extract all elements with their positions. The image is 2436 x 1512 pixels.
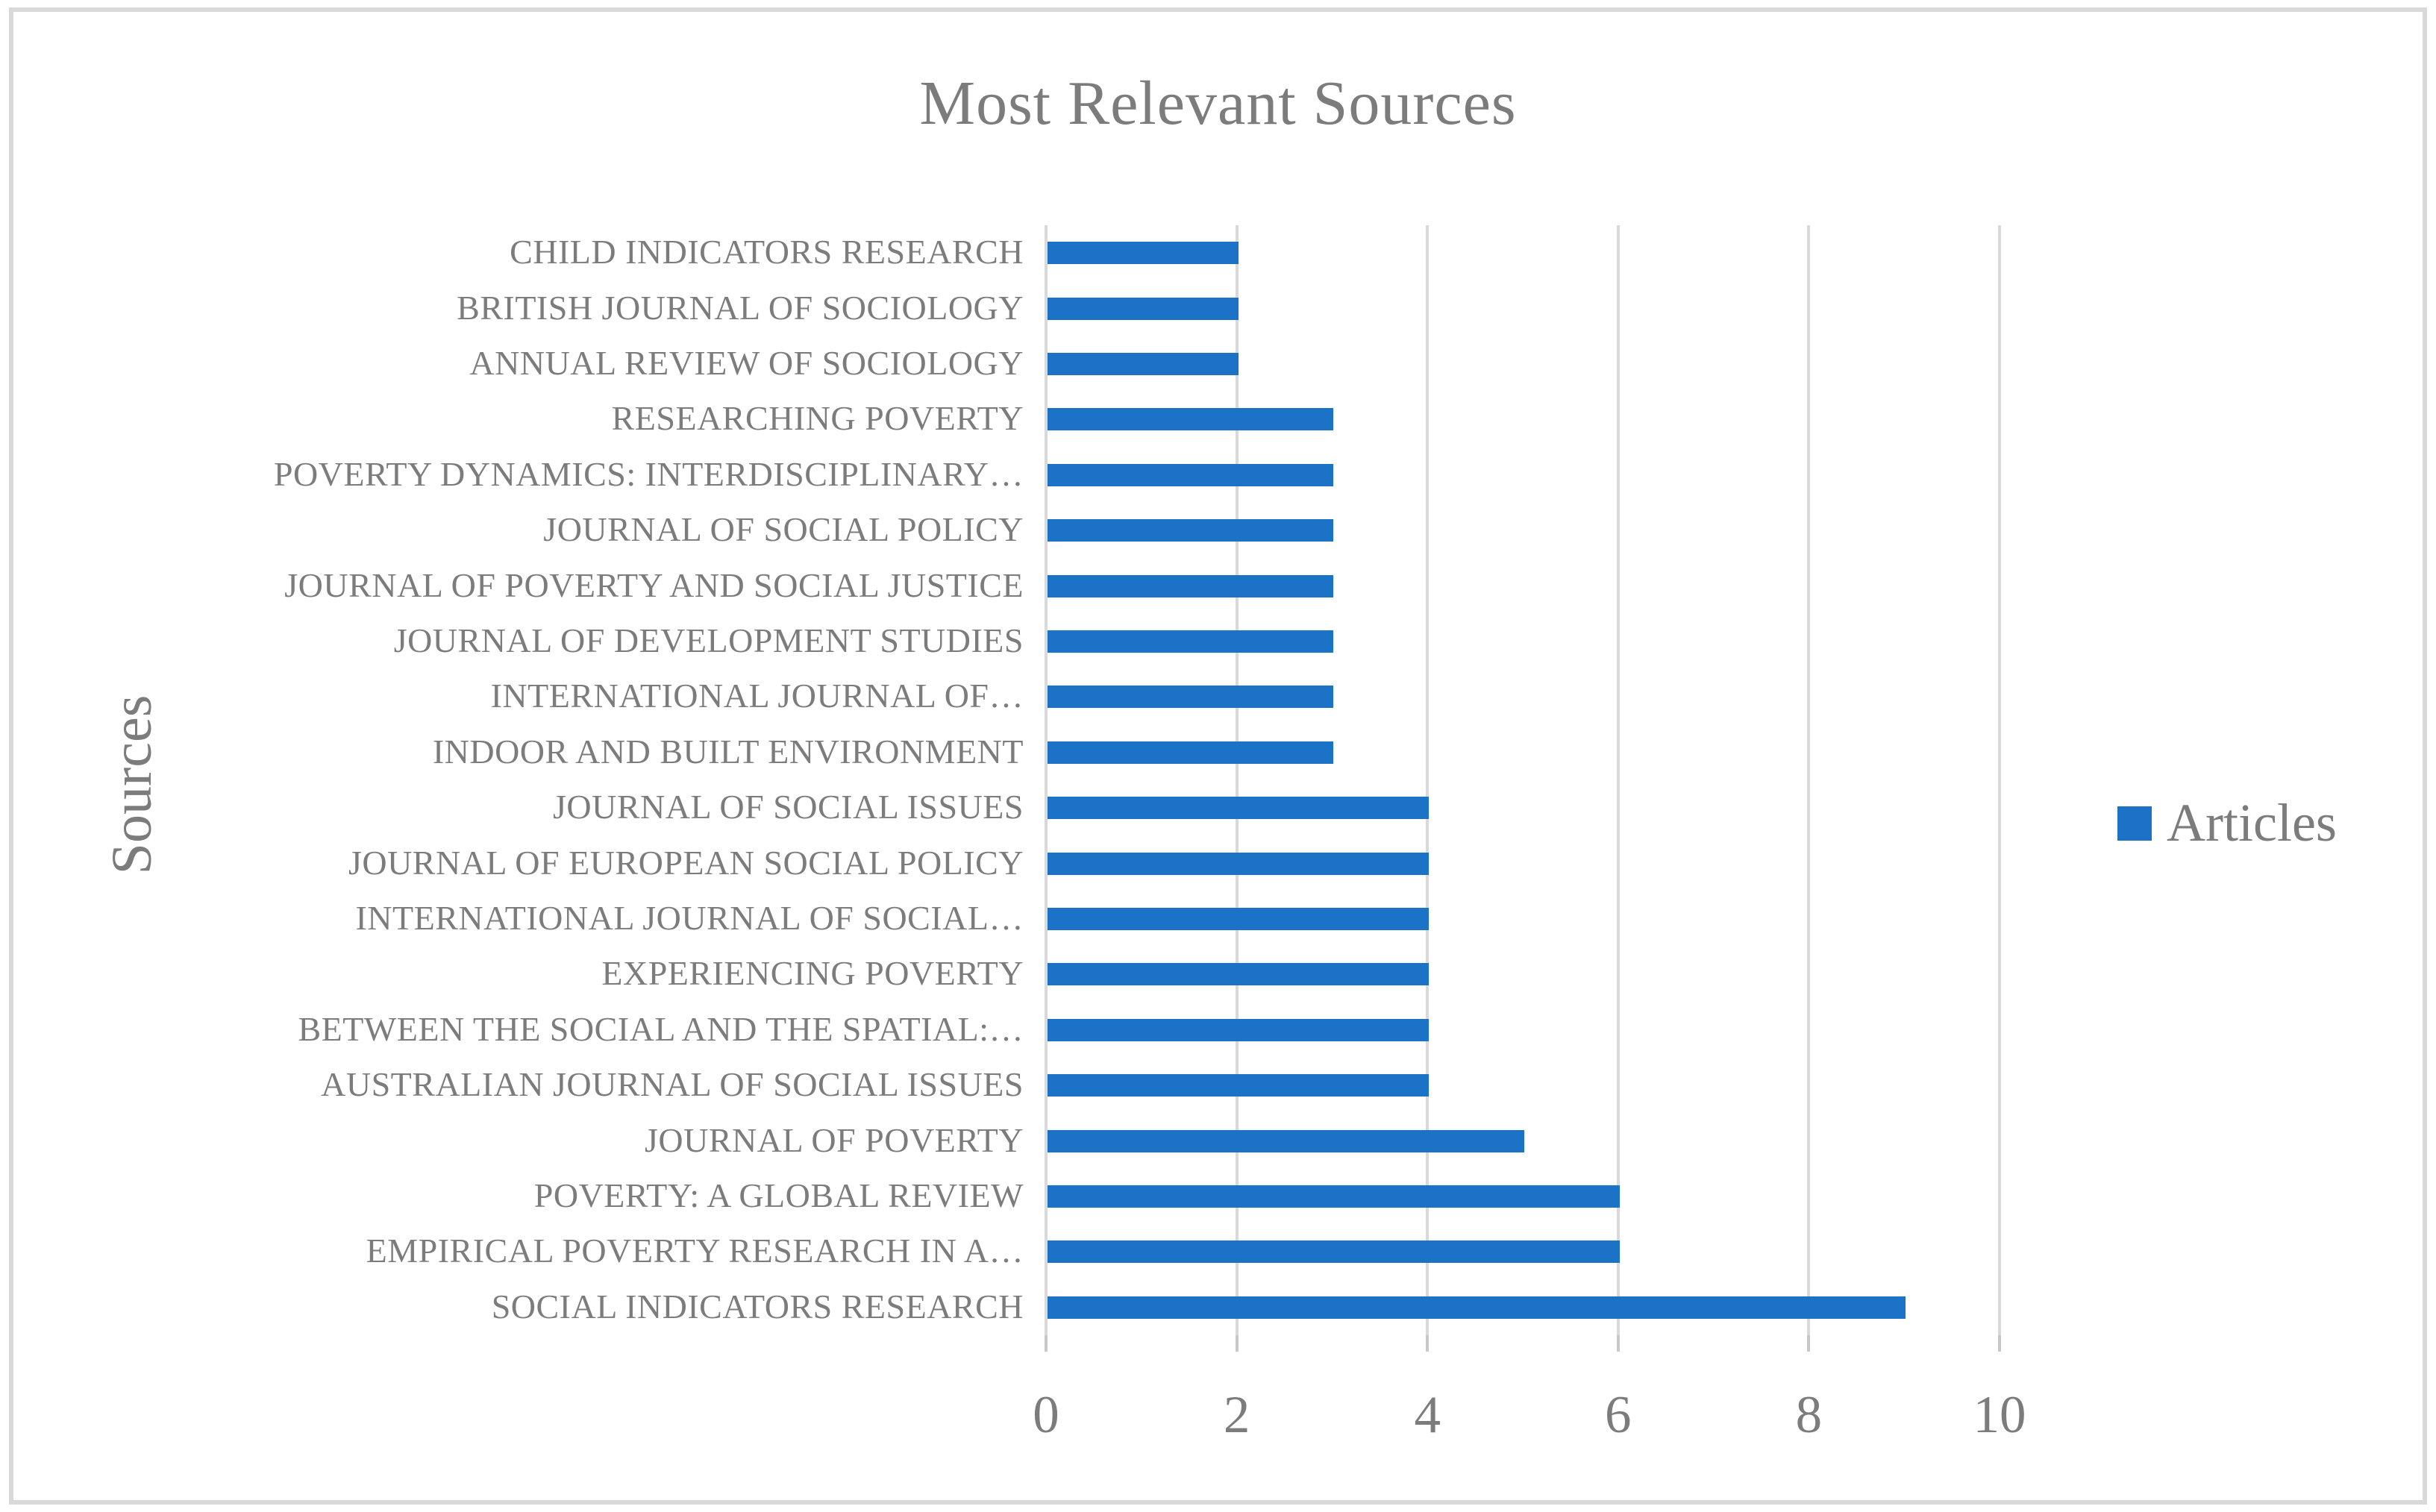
bar bbox=[1048, 298, 1239, 320]
category-label: EXPERIENCING POVERTY bbox=[601, 954, 1024, 992]
category-label: JOURNAL OF EUROPEAN SOCIAL POLICY bbox=[348, 844, 1024, 882]
bar bbox=[1048, 630, 1333, 653]
category-label: JOURNAL OF SOCIAL ISSUES bbox=[553, 788, 1024, 826]
x-axis-tick bbox=[1807, 1335, 1811, 1352]
category-label: SOCIAL INDICATORS RESEARCH bbox=[491, 1287, 1024, 1326]
gridline bbox=[1045, 225, 1048, 1335]
bar bbox=[1048, 575, 1333, 597]
category-label: POVERTY: A GLOBAL REVIEW bbox=[533, 1176, 1024, 1214]
x-axis-tick bbox=[1998, 1335, 2001, 1352]
category-label: POVERTY DYNAMICS: INTERDISCIPLINARY… bbox=[273, 455, 1024, 493]
category-label: JOURNAL OF DEVELOPMENT STUDIES bbox=[393, 621, 1024, 659]
category-label: INTERNATIONAL JOURNAL OF SOCIAL… bbox=[355, 899, 1024, 937]
bar bbox=[1048, 1019, 1429, 1041]
category-label: INDOOR AND BUILT ENVIRONMENT bbox=[432, 733, 1024, 771]
legend-swatch-icon bbox=[2117, 806, 2152, 841]
x-axis-tick-label: 2 bbox=[1223, 1386, 1250, 1444]
category-label: AUSTRALIAN JOURNAL OF SOCIAL ISSUES bbox=[321, 1065, 1024, 1103]
x-axis-tick bbox=[1235, 1335, 1239, 1352]
bar bbox=[1048, 797, 1429, 819]
bar bbox=[1048, 1296, 1906, 1319]
x-axis-tick-label: 6 bbox=[1605, 1386, 1632, 1444]
bar bbox=[1048, 741, 1333, 764]
category-label: JOURNAL OF POVERTY bbox=[644, 1121, 1024, 1159]
category-label: JOURNAL OF POVERTY AND SOCIAL JUSTICE bbox=[284, 566, 1024, 604]
category-label: EMPIRICAL POVERTY RESEARCH IN A… bbox=[366, 1232, 1024, 1270]
bar bbox=[1048, 908, 1429, 930]
x-axis-tick-label: 8 bbox=[1795, 1386, 1823, 1444]
bar bbox=[1048, 519, 1333, 542]
legend-label: Articles bbox=[2167, 793, 2337, 853]
bar bbox=[1048, 853, 1429, 875]
bar bbox=[1048, 1074, 1429, 1097]
category-label: INTERNATIONAL JOURNAL OF… bbox=[490, 677, 1024, 715]
x-axis-tick bbox=[1426, 1335, 1430, 1352]
x-axis-tick-label: 4 bbox=[1414, 1386, 1441, 1444]
bar bbox=[1048, 408, 1333, 430]
bar bbox=[1048, 1185, 1620, 1208]
x-axis-tick-label: 0 bbox=[1033, 1386, 1059, 1444]
bar bbox=[1048, 1240, 1620, 1263]
gridline bbox=[1616, 225, 1620, 1335]
category-label: CHILD INDICATORS RESEARCH bbox=[510, 233, 1024, 271]
category-label: BRITISH JOURNAL OF SOCIOLOGY bbox=[457, 289, 1024, 327]
gridline bbox=[1235, 225, 1239, 1335]
bar bbox=[1048, 686, 1333, 708]
category-label: JOURNAL OF SOCIAL POLICY bbox=[543, 510, 1024, 548]
bar bbox=[1048, 1130, 1524, 1152]
x-axis-tick-label: 10 bbox=[1973, 1386, 2026, 1444]
category-label: RESEARCHING POVERTY bbox=[611, 399, 1024, 437]
legend: Articles bbox=[2117, 792, 2337, 854]
category-label: ANNUAL REVIEW OF SOCIOLOGY bbox=[469, 344, 1024, 382]
bar bbox=[1048, 464, 1333, 486]
gridline bbox=[1807, 225, 1811, 1335]
gridline bbox=[1998, 225, 2001, 1335]
x-axis-tick bbox=[1045, 1335, 1048, 1352]
category-label: BETWEEN THE SOCIAL AND THE SPATIAL:… bbox=[298, 1010, 1024, 1048]
x-axis-tick bbox=[1616, 1335, 1620, 1352]
bar bbox=[1048, 242, 1239, 264]
chart-title: Most Relevant Sources bbox=[919, 69, 1517, 138]
gridline bbox=[1426, 225, 1430, 1335]
bar bbox=[1048, 353, 1239, 375]
bar bbox=[1048, 963, 1429, 985]
